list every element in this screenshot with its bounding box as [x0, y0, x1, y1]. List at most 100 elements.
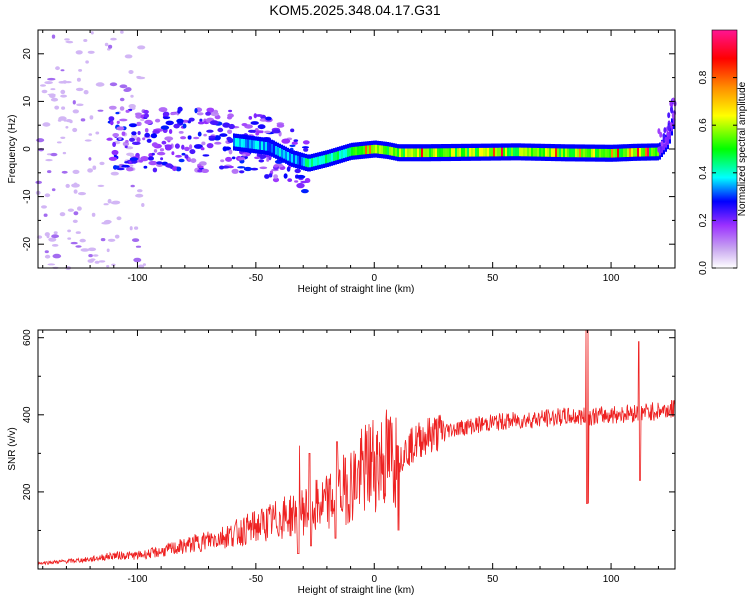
ridge-core [295, 155, 297, 164]
edge-blob [663, 127, 667, 134]
spectrum-blob [125, 139, 129, 144]
spectrum-blob [214, 141, 222, 145]
noise-blob [141, 203, 145, 207]
noise-blob [119, 97, 125, 102]
ridge-core [431, 148, 433, 157]
noise-blob [134, 226, 139, 230]
noise-blob [88, 157, 92, 161]
spectrum-blob [143, 165, 148, 169]
spectrum-blob [116, 167, 125, 171]
noise-blob [73, 211, 79, 216]
ridge-core [563, 148, 565, 158]
ridge-core [383, 145, 385, 155]
x-tick-label: -50 [249, 273, 264, 284]
noise-blob [41, 205, 47, 209]
ridge-core [609, 149, 611, 158]
ridge-core [409, 148, 411, 158]
ridge-core [319, 156, 321, 165]
spectrum-blob [250, 167, 259, 171]
y-tick-label: -20 [22, 237, 33, 252]
spectrum-blob [189, 149, 196, 155]
noise-blob [79, 238, 86, 243]
ridge-core [243, 139, 245, 148]
noise-blob [62, 151, 67, 155]
noise-blob [75, 50, 83, 55]
edge-blob [669, 100, 673, 107]
spectrum-blob [116, 126, 125, 131]
ridge-core [451, 148, 453, 157]
noise-blob [104, 42, 109, 47]
ridge-core [299, 156, 301, 165]
spectrum-blob [254, 156, 261, 160]
spectrum-blob [197, 169, 203, 173]
spectrum-blob [144, 113, 149, 118]
noise-blob [92, 165, 97, 170]
spectrum-blob [137, 131, 141, 135]
noise-blob [132, 238, 140, 243]
ridge-core [539, 148, 541, 157]
ridge-core [591, 148, 593, 158]
ridge-core [277, 147, 279, 156]
spectrum-blob [136, 137, 141, 143]
noise-blob [72, 169, 80, 174]
ridge-core [465, 148, 467, 157]
noise-blob [71, 183, 80, 188]
noise-blob [84, 139, 92, 142]
ridge-core [313, 157, 315, 167]
colorbar-tick-label: 0.0 [698, 261, 709, 275]
x-tick-label: 50 [487, 273, 499, 284]
ridge-core [469, 148, 471, 157]
ridge-core [279, 148, 281, 157]
noise-blob [123, 88, 131, 92]
noise-blob [92, 254, 99, 257]
spectrum-blob [266, 157, 270, 162]
spectrum-blob [181, 144, 185, 150]
noise-blob [44, 193, 51, 198]
ridge-core [459, 148, 461, 157]
spectrum-blob [273, 164, 279, 168]
ridge-core [271, 144, 273, 153]
noise-blob [36, 138, 45, 143]
ridge-core [403, 148, 405, 158]
ridge-core [237, 138, 239, 147]
ridge-core [345, 148, 347, 158]
ridge-core [593, 148, 595, 158]
ridge-core [569, 148, 571, 158]
spectrum-blob [193, 144, 203, 149]
spectrum-blob [257, 124, 266, 130]
snr-ylabel: SNR (v/v) [7, 427, 18, 470]
spectrum-blob [129, 157, 139, 161]
spectrum-blob [187, 157, 191, 161]
noise-blob [110, 171, 119, 176]
noise-blob [116, 216, 122, 221]
ridge-core [653, 147, 655, 157]
ridge-core [379, 145, 381, 154]
noise-blob [60, 69, 65, 72]
noise-blob [140, 118, 145, 122]
ridge-core [435, 148, 437, 157]
noise-blob [51, 34, 56, 39]
ridge-core [533, 147, 535, 157]
ridge-core [445, 148, 447, 157]
ridge-core [549, 148, 551, 157]
noise-blob [75, 245, 82, 248]
noise-blob [44, 250, 49, 254]
spectrum-blob [180, 136, 187, 140]
ridge-core [503, 147, 505, 157]
ridge-core [473, 148, 475, 157]
ridge-core [545, 148, 547, 157]
ridge-core [433, 148, 435, 157]
spectrum-blob [184, 154, 189, 159]
ridge-core [477, 148, 479, 157]
ridge-core [505, 147, 507, 157]
ridge-core [265, 142, 267, 151]
spectrum-blob [286, 166, 291, 172]
noise-blob [75, 231, 81, 234]
spectrum-blob [206, 107, 215, 113]
noise-blob [83, 39, 88, 42]
ridge-core [581, 148, 583, 158]
spectrum-blob [148, 160, 158, 166]
ridge-core [531, 147, 533, 157]
noise-blob [40, 84, 46, 87]
y-tick-label: 10 [22, 95, 33, 107]
